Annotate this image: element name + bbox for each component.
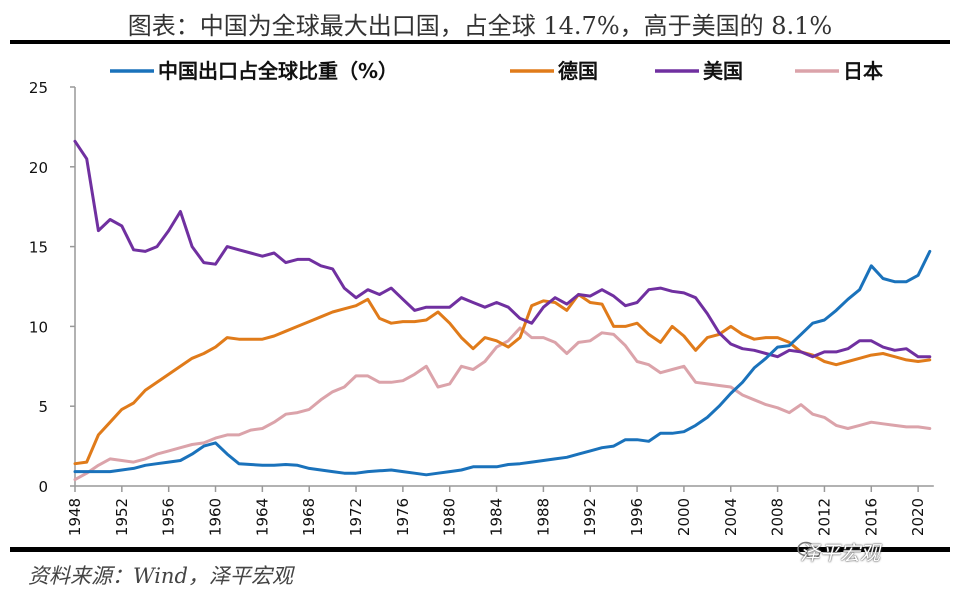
x-tick-label: 1992: [581, 498, 599, 536]
y-tick-label: 5: [38, 398, 48, 416]
x-tick-label: 1952: [113, 498, 131, 536]
x-tick-label: 1976: [394, 498, 412, 536]
y-tick-label: 15: [29, 239, 48, 257]
title-divider: [10, 40, 950, 44]
x-tick-label: 1964: [253, 498, 271, 536]
x-tick-label: 1968: [300, 498, 318, 536]
x-tick-label: 2012: [815, 498, 833, 536]
x-tick-label: 1972: [347, 498, 365, 536]
legend-label: 美国: [703, 59, 743, 83]
axes: 0 5 10 15 20 25 1948 1952 1956 1960 1964 1968 1972 19…: [29, 79, 934, 536]
y-tick-label: 25: [29, 79, 48, 97]
x-tick-label: 1996: [628, 498, 646, 536]
bottom-divider: [10, 547, 950, 552]
x-tick-label: 1948: [66, 498, 84, 536]
source-note: 资料来源：Wind，泽平宏观: [28, 564, 293, 588]
wechat-icon: [797, 541, 821, 559]
y-tick-label: 0: [38, 478, 48, 496]
x-tick-label: 2016: [862, 498, 880, 536]
series-line-0: [73, 249, 932, 477]
x-tick-label: 1984: [488, 498, 506, 536]
series-lines: [73, 139, 932, 482]
chart-title: 图表：中国为全球最大出口国，占全球 14.7%，高于美国的 8.1%: [127, 12, 833, 40]
x-tick-label: 1980: [441, 498, 459, 536]
x-tick-label: 2020: [909, 498, 927, 536]
series-line-1: [73, 293, 932, 466]
watermark-text: 泽平宏观: [800, 541, 880, 565]
legend: 中国出口占全球比重（%） 德国 美国 日本: [110, 59, 883, 83]
x-tick-label: 1988: [534, 498, 552, 536]
legend-label: 德国: [558, 59, 598, 83]
legend-label: 日本: [843, 59, 883, 83]
x-tick-label: 2000: [675, 498, 693, 536]
y-tick-label: 20: [29, 159, 48, 177]
x-tick-label: 2004: [722, 498, 740, 536]
x-tick-label: 1960: [207, 498, 225, 536]
x-tick-label: 2008: [769, 498, 787, 536]
y-tick-label: 10: [29, 318, 48, 336]
series-line-2: [73, 139, 932, 359]
legend-label: 中国出口占全球比重（%）: [158, 59, 398, 83]
x-tick-label: 1956: [160, 498, 178, 536]
